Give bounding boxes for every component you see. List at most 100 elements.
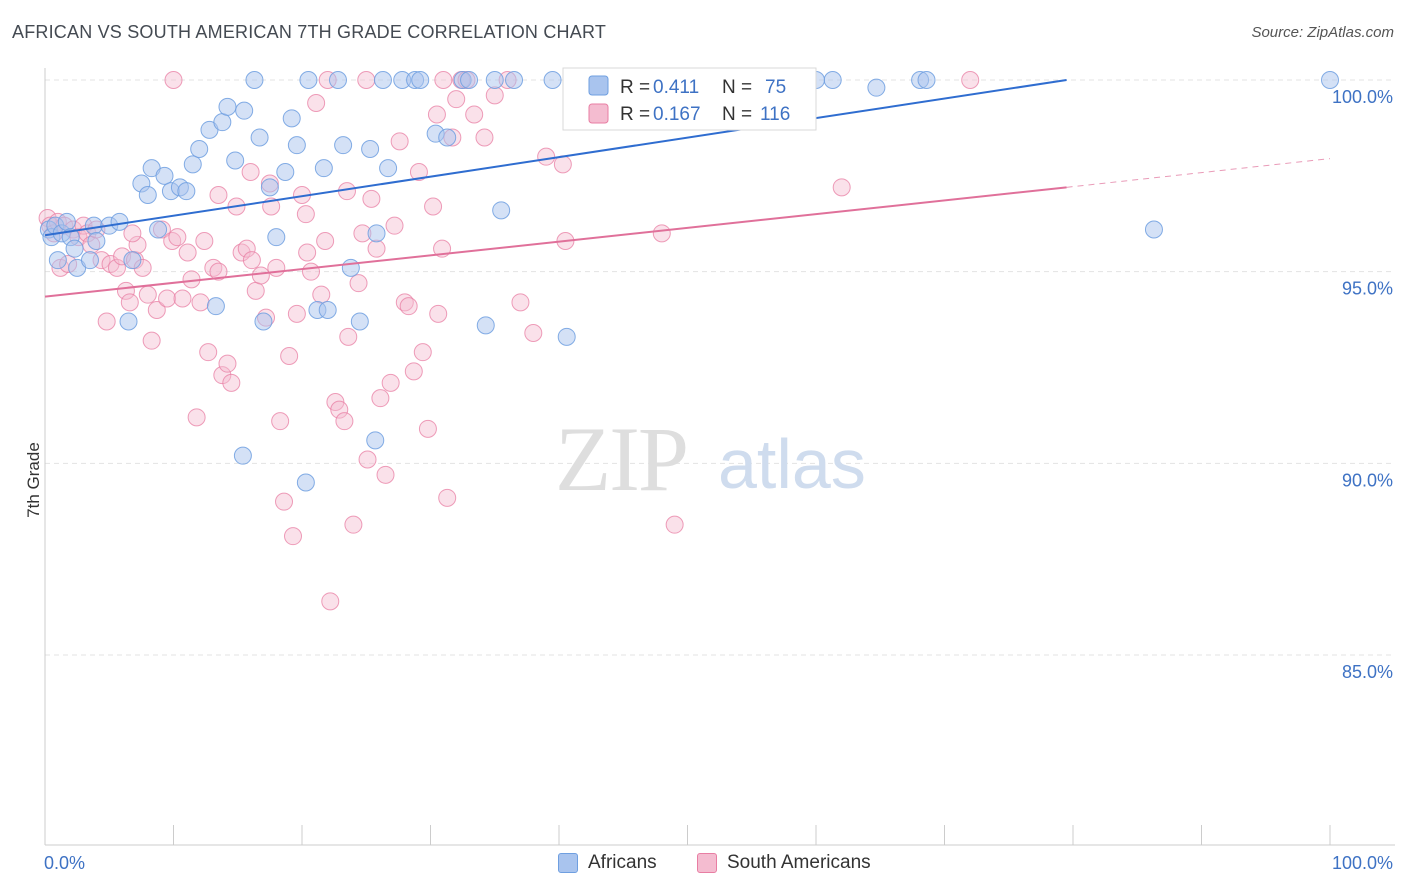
south-american-point xyxy=(107,258,126,277)
legend-item-south-americans[interactable]: South Americans xyxy=(697,852,871,874)
south-american-point xyxy=(251,266,270,285)
legend-swatch-africans-bottom xyxy=(558,853,578,873)
south-american-point xyxy=(367,239,386,258)
african-point xyxy=(245,71,264,89)
y-tick-label-3: 85.0% xyxy=(1342,662,1393,682)
african-point xyxy=(57,212,76,231)
south-american-point xyxy=(409,163,428,181)
chart-title: AFRICAN VS SOUTH AMERICAN 7TH GRADE CORR… xyxy=(12,22,607,42)
south-american-point xyxy=(209,186,228,204)
africans-points xyxy=(39,71,1339,492)
south-american-point xyxy=(280,347,299,365)
south-american-point xyxy=(335,412,354,431)
south-american-point xyxy=(390,132,409,151)
south-american-point xyxy=(287,304,306,323)
south-american-point xyxy=(97,312,116,331)
african-point xyxy=(48,251,67,270)
african-point xyxy=(379,159,398,178)
legend-bottom: Africans South Americans xyxy=(0,852,1406,878)
african-point xyxy=(1144,220,1163,239)
south-american-point xyxy=(120,293,139,312)
south-american-point xyxy=(537,147,556,166)
african-point xyxy=(299,71,318,89)
source-label: Source: ZipAtlas.com xyxy=(1251,24,1394,41)
south-american-point xyxy=(312,285,331,304)
south-americans-trend-line xyxy=(44,186,1067,298)
south-american-point xyxy=(316,232,335,250)
south-american-point xyxy=(307,94,326,112)
african-point xyxy=(318,301,337,319)
african-point xyxy=(226,151,245,170)
african-point xyxy=(328,71,347,89)
south-americans-points xyxy=(38,71,980,611)
south-american-point xyxy=(344,515,363,534)
south-american-point xyxy=(301,262,320,281)
south-american-point xyxy=(511,293,530,312)
south-american-point xyxy=(404,362,423,381)
south-american-point xyxy=(961,71,980,89)
south-american-point xyxy=(267,258,286,277)
south-american-point xyxy=(321,592,340,611)
african-point xyxy=(411,71,430,89)
south-american-point xyxy=(349,274,368,293)
south-american-point xyxy=(199,343,218,362)
south-american-point xyxy=(376,465,395,484)
legend-sa-n-label: N = xyxy=(722,104,752,125)
legend-africans-n-value: 75 xyxy=(765,77,786,98)
south-american-point xyxy=(832,178,851,197)
south-american-point xyxy=(424,197,443,216)
legend-item-africans[interactable]: Africans xyxy=(558,852,657,874)
south-american-point xyxy=(242,251,261,270)
legend-swatch-south-americans xyxy=(588,103,609,124)
south-american-point xyxy=(142,331,161,350)
south-american-point xyxy=(296,205,315,224)
south-american-point xyxy=(357,71,376,89)
watermark-atlas: atlas xyxy=(718,425,866,503)
legend-sa-r-label: R = xyxy=(620,104,650,125)
tick-labels: 100.0% 95.0% 90.0% 85.0% 0.0% 100.0% xyxy=(44,87,1393,873)
south-american-point xyxy=(284,527,303,546)
south-american-point xyxy=(665,515,684,534)
trend-lines xyxy=(44,79,1331,298)
y-tick-label-0: 100.0% xyxy=(1332,87,1393,107)
african-point xyxy=(218,97,237,116)
african-point xyxy=(250,128,269,147)
south-americans-trend-extension xyxy=(1066,158,1331,188)
african-point xyxy=(65,239,84,258)
south-american-point xyxy=(434,71,453,89)
south-american-point xyxy=(381,373,400,392)
african-point xyxy=(438,128,457,147)
africans-trend-line xyxy=(44,79,1067,237)
south-american-point xyxy=(362,189,381,208)
south-american-point xyxy=(485,86,504,105)
south-american-point xyxy=(330,400,349,419)
african-point xyxy=(543,71,562,89)
south-american-point xyxy=(147,301,166,319)
south-american-point xyxy=(427,105,446,124)
african-point xyxy=(183,155,202,174)
south-american-point xyxy=(275,492,294,511)
african-point xyxy=(254,312,273,331)
legend-swatch-africans xyxy=(588,75,609,96)
legend-swatch-sa-bottom xyxy=(697,853,717,873)
african-point xyxy=(233,446,252,465)
south-american-point xyxy=(138,285,157,304)
south-american-point xyxy=(298,243,317,262)
y-tick-label-2: 90.0% xyxy=(1342,470,1393,490)
south-american-point xyxy=(371,389,390,408)
south-american-point xyxy=(209,262,228,281)
y-tick-label-1: 95.0% xyxy=(1342,279,1393,299)
legend-sa-r-value: 0.167 xyxy=(653,104,701,125)
south-american-point xyxy=(475,128,494,147)
south-american-point xyxy=(168,228,187,247)
african-point xyxy=(492,201,511,220)
african-point xyxy=(1321,71,1339,89)
watermark: ZIP atlas xyxy=(555,408,866,510)
african-point xyxy=(110,212,129,231)
south-american-point xyxy=(246,281,265,300)
legend-label-south-americans: South Americans xyxy=(727,852,871,873)
south-american-point xyxy=(173,289,192,308)
african-point xyxy=(267,228,286,247)
legend-africans-r-label: R = xyxy=(620,77,650,98)
